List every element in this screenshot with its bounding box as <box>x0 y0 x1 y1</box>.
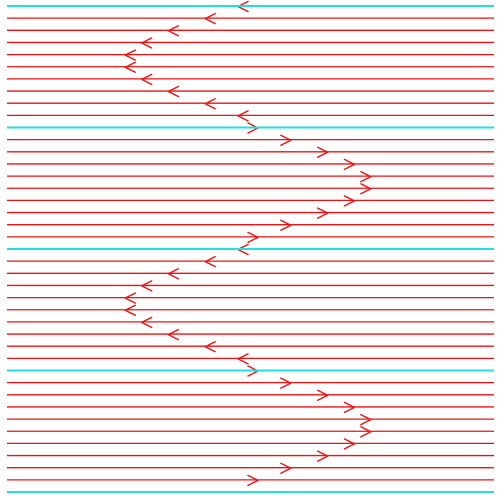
chevron-left-icon <box>204 12 216 25</box>
chevron-right-icon <box>317 450 329 462</box>
chevron-right-icon <box>317 207 329 219</box>
chevron-left-icon <box>124 304 137 316</box>
chevron-right-icon <box>343 438 356 450</box>
chevron-left-icon <box>204 341 216 353</box>
chevron-left-icon <box>124 49 137 61</box>
chevron-left-icon <box>124 61 137 74</box>
band-2 <box>7 122 494 244</box>
band-4 <box>7 365 494 487</box>
chevron-left-icon <box>140 73 153 86</box>
chevron-left-icon <box>167 85 180 98</box>
chevron-right-icon <box>247 474 259 487</box>
chevron-left-icon <box>124 292 137 304</box>
boundaries-group <box>7 5 494 493</box>
chevron-right-icon <box>280 462 292 474</box>
band-3 <box>7 243 494 365</box>
chevron-left-icon <box>204 97 216 110</box>
chevron-left-icon <box>167 328 180 341</box>
chevron-right-icon <box>360 170 372 183</box>
chevron-left-icon <box>140 316 153 329</box>
chevron-right-icon <box>360 426 372 438</box>
chevron-left-icon <box>237 353 249 365</box>
chevron-right-icon <box>317 146 329 159</box>
chevron-left-icon <box>167 25 180 37</box>
chevron-left-icon <box>204 255 216 268</box>
chevron-right-icon <box>280 134 292 146</box>
chevron-right-icon <box>343 195 356 207</box>
chevron-right-icon <box>360 183 372 195</box>
chevron-left-icon <box>167 268 180 280</box>
chevron-right-icon <box>360 413 372 426</box>
chevron-left-icon <box>140 280 153 292</box>
chevron-right-icon <box>280 377 292 389</box>
chevron-right-icon <box>247 231 259 244</box>
bands-group <box>7 0 494 487</box>
chevron-right-icon <box>343 401 356 414</box>
chevron-left-icon <box>237 110 249 122</box>
chevron-right-icon <box>343 158 356 171</box>
chevron-left-icon <box>140 37 153 49</box>
chevron-right-icon <box>280 219 292 231</box>
chevron-right-icon <box>317 389 329 401</box>
